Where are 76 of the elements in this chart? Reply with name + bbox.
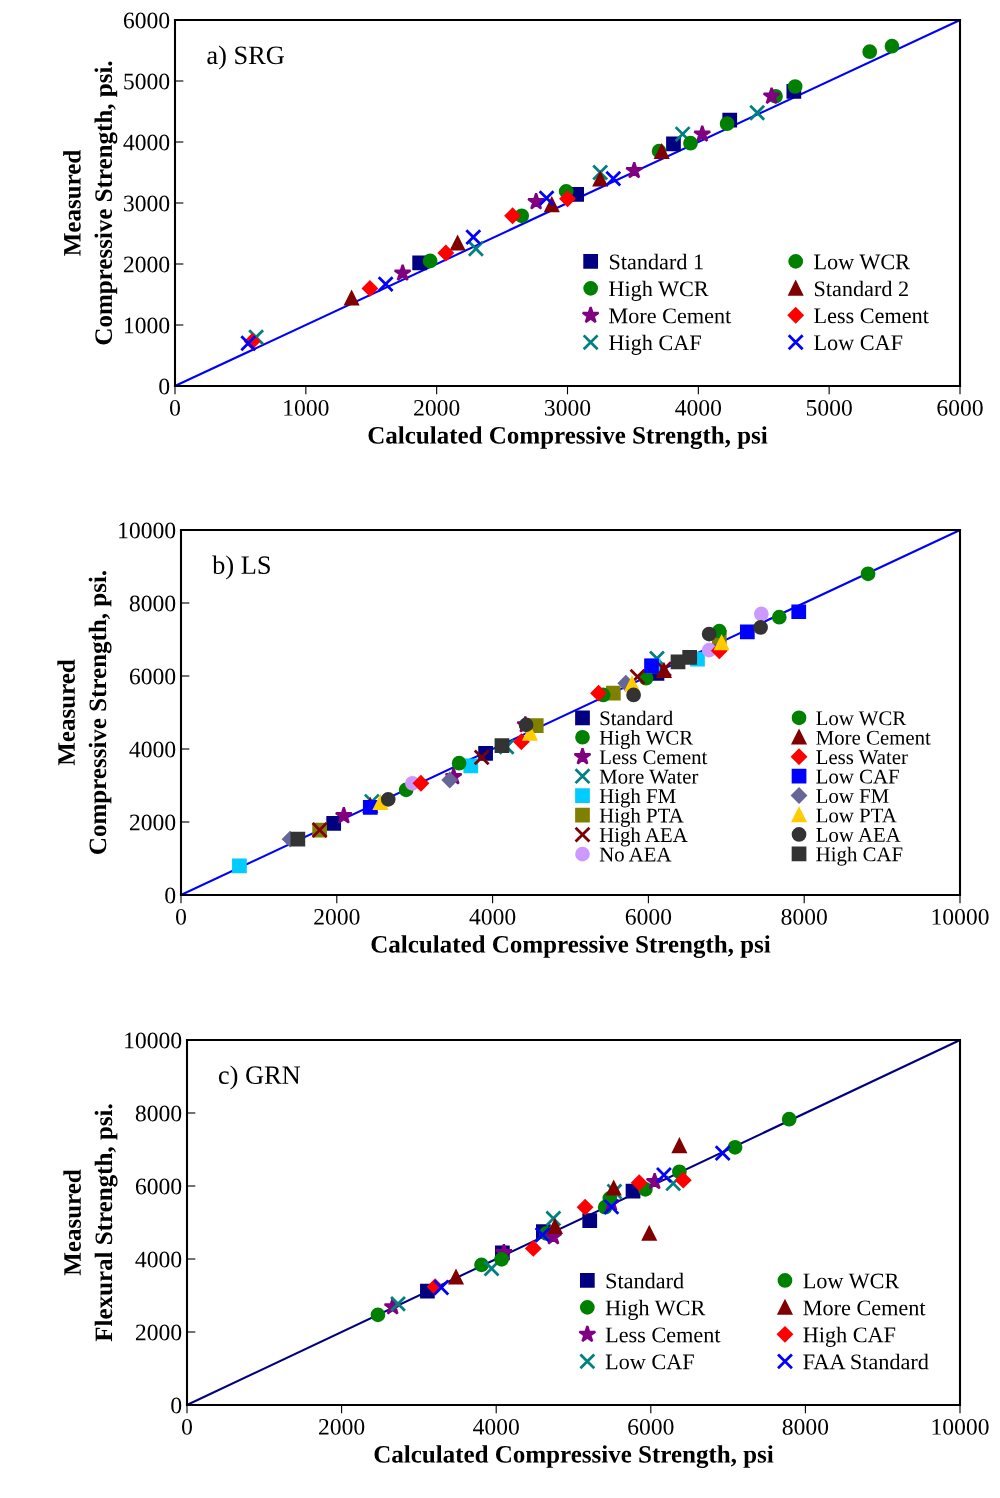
legend-label: FAA Standard <box>803 1353 929 1370</box>
legend-label: High CAF <box>609 334 701 355</box>
legend-label: High FM <box>599 788 676 808</box>
x-tick-label: 6000 <box>937 399 983 416</box>
legend-label: High WCR <box>599 730 694 750</box>
annotation: b) LS <box>212 555 270 580</box>
x-tick-label: 6000 <box>628 1418 674 1435</box>
x-tick-label: 4000 <box>469 908 516 925</box>
legend-label: High CAF <box>816 846 903 866</box>
legend-label: High CAF <box>803 1326 896 1347</box>
y-tick-label: 6000 <box>135 1178 182 1195</box>
legend-label: Low AEA <box>816 827 901 842</box>
x-tick-label: 6000 <box>625 908 672 925</box>
y-tick-label: 4000 <box>123 134 170 151</box>
legend-label: Low WCR <box>816 711 907 726</box>
legend-label: Low CAF <box>605 1354 694 1370</box>
y-tick-label: 5000 <box>124 73 170 90</box>
y-tick-label: 8000 <box>135 1105 182 1122</box>
legend-label: Low CAF <box>814 335 903 351</box>
x-tick-label: 2000 <box>314 908 360 925</box>
x-axis-title: Calculated Compressive Strength, psi <box>368 426 768 450</box>
y-tick-label: 2000 <box>123 256 170 273</box>
legend-label: More Cement <box>816 730 931 745</box>
legend-label: High WCR <box>605 1299 706 1320</box>
y-tick-label: 10000 <box>125 1032 182 1049</box>
y-tick-label: 2000 <box>135 1324 182 1341</box>
x-tick-label: 2000 <box>414 399 460 416</box>
legend-label: More Water <box>599 769 699 784</box>
y-tick-label: 4000 <box>129 741 176 758</box>
legend-label: Low PTA <box>816 808 897 823</box>
legend-label: Standard 1 <box>609 253 703 270</box>
legend-label: High PTA <box>599 807 684 827</box>
legend-label: Standard <box>600 710 673 726</box>
x-tick-label: 8000 <box>782 1418 829 1435</box>
y-axis-title: Measured Flexural Strength, psi. <box>63 1104 118 1342</box>
y-tick-label: 6000 <box>123 12 170 29</box>
y-axis-title: Measured Compressive Strength, psi. <box>57 570 112 854</box>
legend-label: Low WCR <box>803 1273 900 1289</box>
legend-label: More Cement <box>609 308 732 324</box>
legend-label: Low CAF <box>816 769 899 784</box>
y-tick-label: 4000 <box>135 1251 182 1268</box>
y-tick-label: 0 <box>159 378 170 395</box>
legend-label: High AEA <box>599 827 688 847</box>
y-tick-label: 8000 <box>129 595 176 612</box>
y-tick-label: 0 <box>171 1397 182 1414</box>
x-tick-label: 8000 <box>781 908 827 925</box>
legend-label: No AEA <box>599 847 672 862</box>
legend-label: Low FM <box>816 789 889 804</box>
x-tick-label: 4000 <box>675 399 722 416</box>
legend-label: More Cement <box>803 1300 926 1316</box>
x-tick-label: 10000 <box>932 1418 989 1435</box>
legend-label: Less Water <box>816 750 908 765</box>
y-tick-label: 1000 <box>124 317 170 334</box>
y-tick-label: 10000 <box>119 522 176 539</box>
annotation: c) GRN <box>218 1065 301 1090</box>
y-tick-label: 6000 <box>129 668 176 685</box>
legend-label: Less Cement <box>814 308 929 324</box>
legend-label: Standard 2 <box>814 280 908 297</box>
x-tick-label: 1000 <box>284 399 329 416</box>
y-tick-label: 3000 <box>124 195 170 212</box>
y-tick-label: 0 <box>165 887 176 904</box>
legend-label: Standard <box>606 1272 684 1289</box>
x-tick-label: 10000 <box>932 908 989 925</box>
annotation: a) SRG <box>207 45 285 70</box>
legend-label: High WCR <box>609 280 709 301</box>
x-tick-label: 4000 <box>473 1418 519 1435</box>
y-axis-title: Measured Compressive Strength, psi. <box>63 61 118 345</box>
x-axis-title: Calculated Compressive Strength, psi <box>371 935 771 959</box>
x-axis-title: Calculated Compressive Strength, psi <box>374 1445 774 1469</box>
y-tick-label: 2000 <box>129 814 176 831</box>
legend-label: Less Cement <box>599 750 708 765</box>
x-tick-label: 5000 <box>806 399 852 416</box>
x-tick-label: 2000 <box>319 1418 365 1435</box>
legend-label: Low WCR <box>814 254 910 270</box>
legend-label: Less Cement <box>605 1327 721 1343</box>
x-tick-label: 3000 <box>545 399 591 416</box>
